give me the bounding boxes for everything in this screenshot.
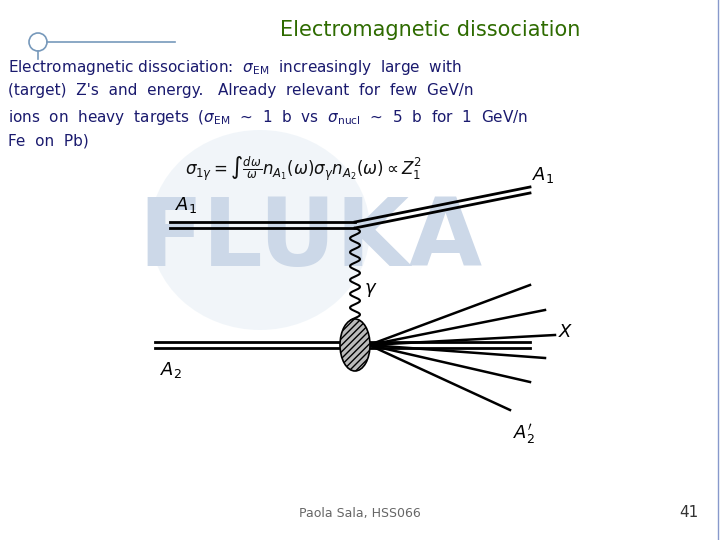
Text: Electromagnetic dissociation:  $\mathit{\sigma}_\mathrm{EM}$  increasingly  larg: Electromagnetic dissociation: $\mathit{\… — [8, 58, 462, 77]
Text: $\sigma_{1\gamma} = \int \frac{d\omega}{\omega} n_{A_1}(\omega)\sigma_\gamma n_{: $\sigma_{1\gamma} = \int \frac{d\omega}{… — [185, 155, 422, 183]
Text: FLUKA: FLUKA — [138, 194, 482, 286]
Ellipse shape — [340, 319, 370, 371]
Text: $A_1$: $A_1$ — [532, 165, 554, 185]
Text: Fe  on  Pb): Fe on Pb) — [8, 133, 89, 148]
Text: ions  on  heavy  targets  ($\mathit{\sigma}_\mathrm{EM}$  ~  1  b  vs  $\mathit{: ions on heavy targets ($\mathit{\sigma}_… — [8, 108, 528, 127]
Text: Paola Sala, HSS066: Paola Sala, HSS066 — [299, 507, 421, 520]
Text: $A_1$: $A_1$ — [175, 195, 197, 215]
Ellipse shape — [150, 130, 370, 330]
Text: Electromagnetic dissociation: Electromagnetic dissociation — [280, 20, 580, 40]
Text: $\gamma$: $\gamma$ — [364, 281, 377, 299]
Text: $X$: $X$ — [558, 323, 573, 341]
Text: $A_2$: $A_2$ — [160, 360, 182, 380]
Text: 41: 41 — [679, 505, 698, 520]
Text: $A_2'$: $A_2'$ — [513, 422, 535, 446]
Text: (target)  Z's  and  energy.   Already  relevant  for  few  GeV/n: (target) Z's and energy. Already relevan… — [8, 83, 474, 98]
